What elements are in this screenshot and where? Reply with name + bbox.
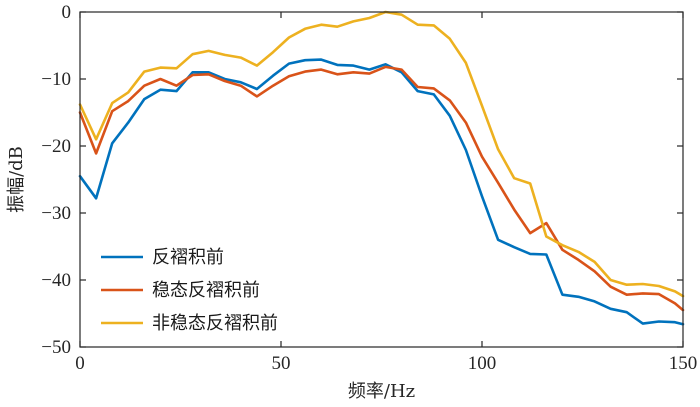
x-tick-label: 150 xyxy=(669,353,698,374)
x-tick-label: 50 xyxy=(272,353,291,374)
x-tick-label: 100 xyxy=(468,353,497,374)
y-tick-label: −30 xyxy=(41,203,71,224)
y-axis-title: 振幅/dB xyxy=(6,146,27,213)
y-tick-label: 0 xyxy=(62,2,72,23)
x-tick-label: 0 xyxy=(75,353,85,374)
tick-layer xyxy=(79,11,684,348)
y-tick-label: −10 xyxy=(41,69,71,90)
y-tick-label: −50 xyxy=(41,337,71,358)
series-line-1 xyxy=(78,58,685,326)
tick-label-layer: 0 50 100 150 0 −10 −20 −30 −40 −50 xyxy=(41,2,697,374)
x-axis-title: 频率/Hz xyxy=(348,381,415,402)
plot-frame xyxy=(79,11,684,348)
y-tick-label: −40 xyxy=(41,270,71,291)
legend-box xyxy=(93,238,333,338)
y-tick-label: −20 xyxy=(41,136,71,157)
legend-label-1: 反褶积前 xyxy=(152,247,224,268)
series-line-2 xyxy=(78,65,685,312)
legend-label-3: 非稳态反褶积前 xyxy=(152,313,278,334)
legend-label-2: 稳态反褶积前 xyxy=(152,280,260,301)
